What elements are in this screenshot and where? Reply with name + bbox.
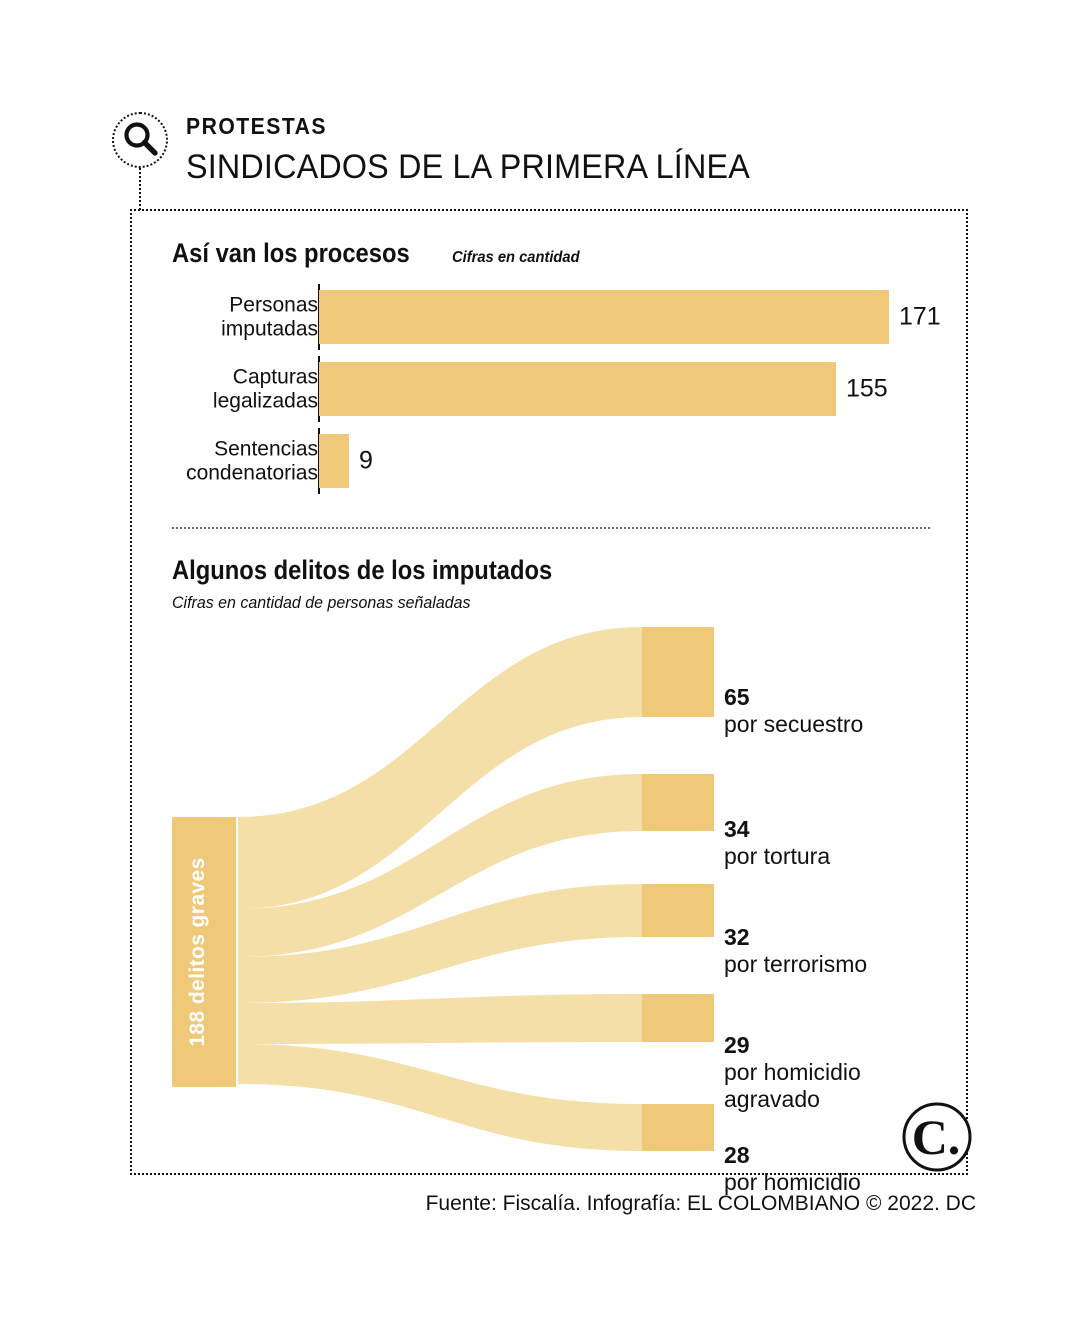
sankey-node-homicidio — [642, 1104, 714, 1151]
bar-row: Sentencias condenatorias 9 — [172, 428, 962, 494]
page-title: SINDICADOS DE LA PRIMERA LÍNEA — [186, 148, 750, 186]
bar-axis-line — [318, 356, 320, 422]
sankey-target-nodes — [642, 627, 714, 1151]
sankey-source-label: 188 delitos graves — [186, 857, 209, 1046]
bar-label: Capturas legalizadas — [212, 365, 318, 412]
content-frame — [130, 209, 968, 1175]
sankey-node-terrorismo — [642, 884, 714, 937]
section-delitos-title: Algunos delitos de los imputados — [172, 555, 553, 585]
sankey-node-secuestro — [642, 627, 714, 717]
header: PROTESTAS SINDICADOS DE LA PRIMERA LÍNEA — [112, 112, 972, 212]
bar-label: Personas imputadas — [221, 293, 318, 340]
section-procesos-title: Así van los procesos — [172, 238, 410, 268]
sankey-link-homicidio-agravado — [238, 994, 642, 1044]
section-divider — [172, 527, 930, 529]
sankey-link-secuestro — [238, 627, 642, 909]
bar-chart: Personas imputadas 171 Capturas legaliza… — [172, 284, 962, 506]
kicker: PROTESTAS — [186, 113, 328, 139]
section-delitos-subtitle: Cifras en cantidad de personas señaladas — [172, 593, 471, 612]
bar-fill — [319, 290, 889, 344]
sankey-source-node: 188 delitos graves — [172, 817, 236, 1087]
bar-axis-line — [318, 428, 320, 494]
sankey-svg: 188 delitos graves — [172, 627, 714, 1151]
section-procesos-subtitle: Cifras en cantidad — [452, 249, 580, 266]
sankey-links — [238, 627, 642, 1151]
bar-row: Personas imputadas 171 — [172, 284, 962, 350]
sankey-link-homicidio — [238, 1044, 642, 1151]
header-text-block: PROTESTAS SINDICADOS DE LA PRIMERA LÍNEA — [186, 115, 780, 186]
bar-value: 155 — [846, 374, 888, 403]
sankey-diagram: 188 delitos graves 65 por secuestro — [172, 619, 972, 1195]
magnifier-icon — [112, 112, 174, 174]
section-delitos: Algunos delitos de los imputados Cifras … — [172, 555, 962, 1195]
bar-row: Capturas legalizadas 155 — [172, 356, 962, 422]
magnifier-glyph — [124, 122, 158, 156]
footer-credit: Fuente: Fiscalía. Infografía: EL COLOMBI… — [425, 1192, 976, 1215]
bar-value: 9 — [359, 446, 373, 475]
svg-text:C.: C. — [912, 1109, 961, 1165]
sankey-node-tortura — [642, 774, 714, 831]
section-procesos: Así van los procesos Cifras en cantidad … — [172, 240, 962, 494]
sankey-link-terrorismo — [238, 884, 642, 1003]
bar-value: 171 — [899, 302, 941, 331]
bar-fill — [319, 434, 349, 488]
bar-fill — [319, 362, 836, 416]
bar-label: Sentencias condenatorias — [186, 437, 318, 484]
section-procesos-header: Así van los procesos Cifras en cantidad — [172, 240, 962, 267]
sankey-node-homicidio-agravado — [642, 994, 714, 1042]
header-connector-line — [139, 168, 141, 210]
el-colombiano-logo: C. — [902, 1102, 972, 1172]
sankey-link-tortura — [238, 774, 642, 957]
bar-axis-line — [318, 284, 320, 350]
magnifier-dotted-circle — [112, 112, 168, 168]
